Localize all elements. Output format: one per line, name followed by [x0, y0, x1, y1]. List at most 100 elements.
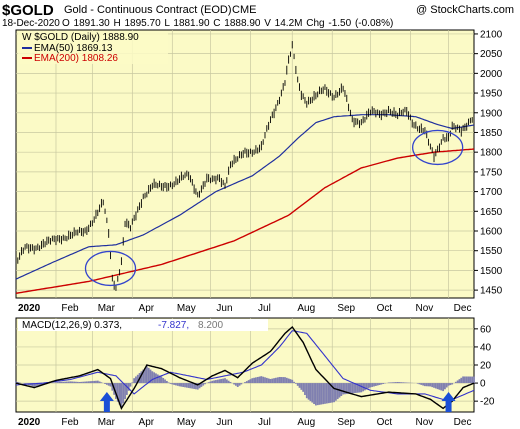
histogram-bar	[400, 382, 403, 384]
price-x-tick-label: Oct	[377, 303, 393, 314]
histogram-bar	[133, 378, 136, 384]
ohlc-readout: O 1891.30 H 1895.70 L 1881.90 C 1888.90 …	[62, 18, 394, 29]
histogram-bar	[309, 383, 312, 402]
histogram-bar	[416, 383, 419, 384]
histogram-bar	[104, 383, 106, 384]
histogram-bar	[433, 383, 435, 388]
price-plot-area	[15, 29, 475, 299]
histogram-bar	[204, 383, 206, 385]
histogram-bar	[402, 382, 405, 384]
histogram-bar	[305, 383, 308, 399]
price-panel: 1450 1500 1550 1600 1650 1700 1750 1800 1850 1900…	[15, 29, 503, 314]
exchange-label: CME	[232, 4, 257, 16]
histogram-bar	[278, 376, 281, 384]
price-x-tick-label: Feb	[61, 303, 79, 314]
histogram-bar	[229, 381, 232, 384]
histogram-bar	[40, 383, 43, 385]
histogram-bar	[85, 381, 88, 384]
histogram-bar	[136, 374, 139, 384]
macd-x-tick-label: Apr	[139, 417, 155, 428]
price-x-tick-label: Sep	[337, 303, 355, 314]
histogram-bar	[280, 377, 283, 384]
macd-x-tick-label: May	[177, 417, 196, 428]
histogram-bar	[255, 377, 257, 384]
histogram-bar	[151, 371, 154, 384]
histogram-bar	[82, 381, 85, 384]
histogram-bar	[222, 378, 225, 384]
histogram-bar	[53, 382, 56, 384]
histogram-bar	[127, 383, 130, 391]
histogram-bar	[373, 383, 375, 387]
histogram-bar	[196, 383, 199, 390]
histogram-bar	[396, 381, 399, 384]
price-y-tick-label: 1800	[480, 148, 503, 159]
histogram-bar	[364, 383, 366, 391]
histogram-bar	[84, 381, 86, 384]
histogram-bar	[129, 383, 132, 387]
histogram-bar	[284, 377, 286, 384]
price-y-tick-label: 1750	[480, 167, 503, 178]
histogram-bar	[195, 383, 197, 390]
histogram-bar	[89, 381, 92, 384]
legend-signal: -7.827,	[158, 320, 189, 331]
histogram-bar	[247, 380, 250, 384]
histogram-bar	[140, 371, 143, 384]
macd-y-tick-label: 40	[480, 342, 492, 353]
histogram-bar	[367, 383, 370, 389]
histogram-bar	[458, 379, 461, 384]
histogram-bar	[322, 383, 325, 405]
macd-y-tick-label: 60	[480, 324, 492, 335]
histogram-bar	[345, 383, 348, 395]
histogram-bar	[331, 383, 334, 403]
histogram-bar	[431, 383, 434, 388]
histogram-bar	[91, 381, 94, 384]
histogram-bar	[393, 382, 395, 384]
histogram-bar	[144, 367, 146, 384]
histogram-bar	[454, 381, 457, 384]
macd-y-tick-label: -20	[480, 397, 495, 408]
price-bars	[15, 41, 475, 291]
histogram-bar	[253, 377, 255, 384]
histogram-bar	[16, 381, 19, 384]
histogram-bar	[115, 383, 117, 399]
histogram-bar	[465, 376, 468, 384]
histogram-bar	[96, 380, 99, 384]
price-y-tick-label: 1450	[480, 286, 503, 297]
histogram-bar	[336, 383, 339, 400]
histogram-bar	[105, 383, 108, 385]
histogram-bar	[227, 380, 230, 384]
histogram-bar	[175, 383, 177, 386]
histogram-bar	[71, 381, 74, 384]
histogram-bar	[202, 383, 205, 386]
macd-x-tick-label: Aug	[297, 417, 315, 428]
histogram-bar	[69, 381, 72, 384]
histogram-bar	[198, 383, 201, 389]
histogram-bar	[294, 383, 297, 384]
histogram-bar	[249, 379, 252, 384]
histogram-bar	[405, 382, 408, 384]
histogram-bar	[125, 383, 128, 395]
macd-legend: MACD(12,26,9) 0.373, -7.827, 8.200	[18, 319, 268, 331]
histogram-bar	[420, 383, 423, 385]
histogram-bar	[391, 382, 394, 384]
histogram-bar	[351, 383, 354, 394]
histogram-bar	[304, 383, 306, 396]
histogram-bar	[316, 383, 319, 406]
price-x-tick-label: Dec	[454, 303, 472, 314]
histogram-bar	[347, 383, 350, 394]
histogram-bar	[438, 383, 441, 390]
histogram-bar	[189, 383, 192, 389]
histogram-bar	[93, 380, 96, 384]
histogram-bar	[98, 381, 101, 384]
histogram-bar	[135, 376, 137, 384]
histogram-bar	[213, 380, 216, 384]
up-arrow-shape	[441, 392, 456, 412]
histogram-bar	[187, 383, 190, 388]
histogram-bar	[287, 378, 290, 384]
histogram-bar	[314, 383, 317, 406]
histogram-bar	[220, 378, 223, 384]
histogram-bar	[276, 377, 279, 384]
macd-signal-line	[15, 330, 475, 402]
